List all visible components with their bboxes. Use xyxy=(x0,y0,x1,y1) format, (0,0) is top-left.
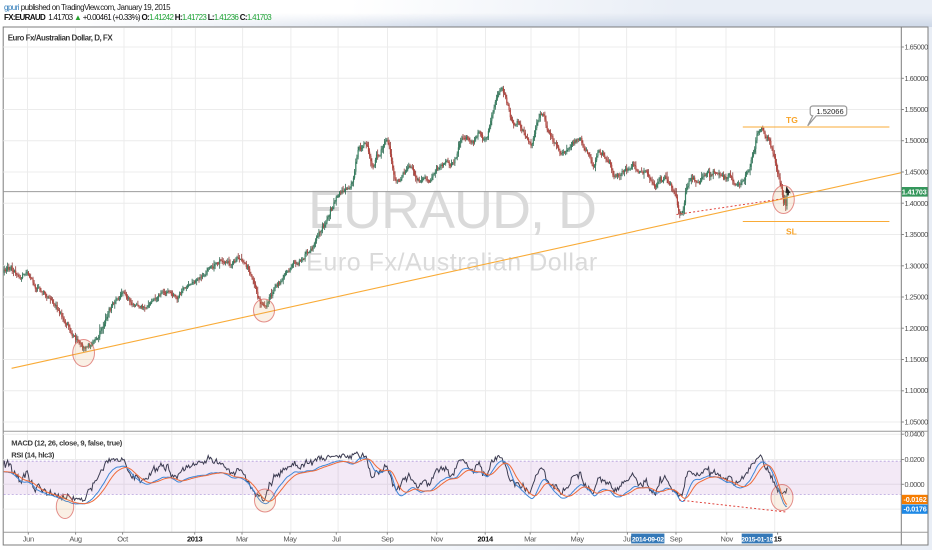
svg-text:1.30000: 1.30000 xyxy=(905,261,929,270)
svg-text:May: May xyxy=(571,534,585,543)
svg-text:Oct: Oct xyxy=(117,534,129,543)
svg-text:1.41703: 1.41703 xyxy=(902,187,927,196)
svg-text:TG: TG xyxy=(786,115,798,125)
svg-text:Jul: Jul xyxy=(623,534,632,543)
svg-text:Nov: Nov xyxy=(720,534,733,543)
svg-text:Euro Fx/Australian Dollar: Euro Fx/Australian Dollar xyxy=(306,249,598,277)
svg-text:1.20000: 1.20000 xyxy=(905,324,929,333)
svg-text:Mar: Mar xyxy=(236,534,249,543)
svg-text:EURAUD, D: EURAUD, D xyxy=(308,180,596,240)
svg-text:0.0400: 0.0400 xyxy=(905,430,925,439)
svg-text:SL: SL xyxy=(786,227,797,237)
svg-text:Nov: Nov xyxy=(430,534,443,543)
svg-text:0.0200: 0.0200 xyxy=(905,455,925,464)
svg-text:2015-01-19: 2015-01-19 xyxy=(741,536,773,543)
svg-text:1.52066: 1.52066 xyxy=(817,107,844,116)
svg-text:-0.0162: -0.0162 xyxy=(904,495,927,504)
svg-text:MACD (12, 26, close, 9, false,: MACD (12, 26, close, 9, false, true) xyxy=(11,439,122,448)
svg-text:-0.0176: -0.0176 xyxy=(904,505,927,514)
svg-text:1.40000: 1.40000 xyxy=(905,199,929,208)
svg-text:May: May xyxy=(283,534,297,543)
svg-text:1.05000: 1.05000 xyxy=(905,418,929,427)
svg-text:1.35000: 1.35000 xyxy=(905,230,929,239)
svg-text:2014: 2014 xyxy=(477,534,494,543)
svg-text:RSI (14, hlc3): RSI (14, hlc3) xyxy=(11,450,55,459)
svg-text:1.55000: 1.55000 xyxy=(905,105,929,114)
svg-text:Sep: Sep xyxy=(670,534,683,543)
svg-text:0.0000: 0.0000 xyxy=(905,480,925,489)
svg-text:1.45000: 1.45000 xyxy=(905,168,929,177)
svg-text:1.25000: 1.25000 xyxy=(905,293,929,302)
svg-text:1.10000: 1.10000 xyxy=(905,386,929,395)
svg-text:1.50000: 1.50000 xyxy=(905,136,929,145)
svg-text:Euro Fx/Australian Dollar, D,: Euro Fx/Australian Dollar, D, FX xyxy=(8,33,114,42)
svg-text:1.60000: 1.60000 xyxy=(905,74,929,83)
svg-text:Aug: Aug xyxy=(69,534,82,543)
svg-text:2013: 2013 xyxy=(187,534,203,543)
svg-text:1.65000: 1.65000 xyxy=(905,43,929,52)
svg-text:Sep: Sep xyxy=(381,534,394,543)
svg-text:Jun: Jun xyxy=(23,534,34,543)
svg-text:1.15000: 1.15000 xyxy=(905,355,929,364)
svg-text:2014-09-02: 2014-09-02 xyxy=(632,536,664,543)
svg-text:Mar: Mar xyxy=(524,534,537,543)
svg-text:Jul: Jul xyxy=(332,534,341,543)
svg-text:15: 15 xyxy=(774,534,782,543)
